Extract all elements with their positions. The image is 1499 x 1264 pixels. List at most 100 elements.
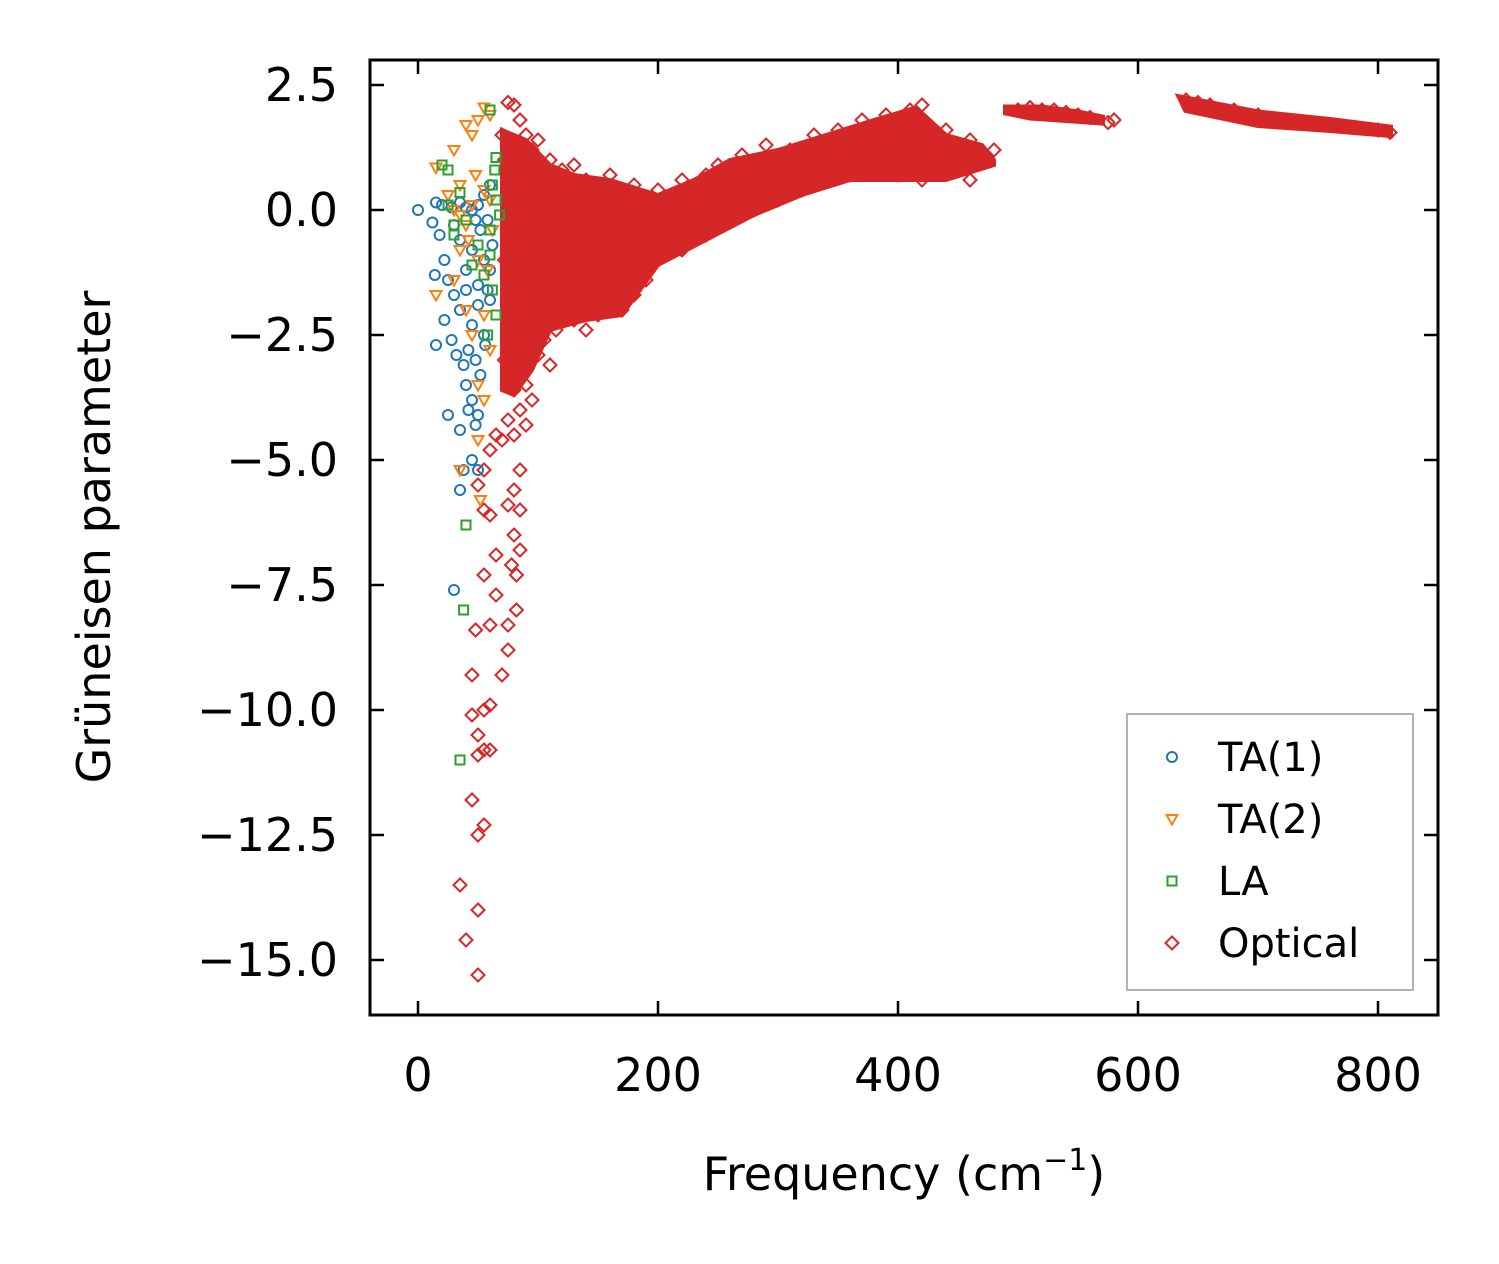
data-point	[486, 284, 498, 296]
data-point	[602, 167, 618, 183]
data-point	[650, 202, 666, 218]
data-point	[460, 284, 472, 296]
data-point	[548, 322, 564, 338]
series-ta-1-	[412, 179, 499, 596]
data-point	[1346, 119, 1362, 136]
data-point	[554, 302, 570, 318]
data-point	[469, 354, 482, 366]
data-point	[518, 417, 534, 433]
data-point	[554, 227, 570, 243]
data-point	[710, 157, 726, 173]
data-point	[482, 195, 498, 208]
data-point	[482, 742, 498, 758]
data-point	[446, 145, 462, 158]
data-point	[476, 817, 492, 833]
scatter-markers	[412, 92, 1398, 983]
data-point	[530, 207, 546, 223]
data-point	[515, 327, 532, 343]
data-point	[770, 192, 786, 208]
data-point	[476, 185, 492, 198]
data-point	[818, 152, 834, 168]
data-point	[734, 147, 750, 163]
data-point	[512, 502, 528, 518]
data-point	[458, 604, 470, 616]
data-point	[686, 232, 702, 248]
data-point	[722, 182, 738, 198]
data-point	[866, 142, 882, 158]
data-point	[454, 424, 466, 436]
data-point	[468, 170, 483, 183]
legend-marker-1	[1166, 751, 1178, 763]
data-point	[962, 172, 978, 188]
data-point	[1274, 112, 1290, 128]
data-point	[572, 182, 588, 198]
data-point	[476, 395, 492, 408]
data-point	[542, 152, 558, 168]
data-point	[442, 164, 454, 176]
data-point	[466, 394, 478, 406]
axis-ticks	[370, 60, 1438, 1015]
data-point	[484, 249, 496, 261]
data-point	[1202, 97, 1218, 113]
data-point	[464, 330, 480, 343]
data-point	[770, 162, 786, 178]
data-point	[914, 97, 930, 113]
legend-box	[1126, 713, 1414, 991]
data-point	[506, 527, 522, 543]
data-point	[462, 344, 475, 356]
y-tick-label: −12.5	[197, 808, 338, 862]
data-point	[914, 147, 930, 163]
data-point	[481, 214, 494, 226]
data-point	[476, 310, 492, 323]
data-point	[938, 162, 954, 178]
data-point	[438, 314, 451, 326]
data-point	[428, 162, 444, 175]
y-tick-label: 2.5	[265, 58, 338, 112]
data-point	[938, 152, 954, 168]
data-point	[794, 182, 810, 198]
data-point	[430, 196, 442, 209]
data-point	[518, 357, 534, 373]
data-point	[590, 187, 606, 203]
data-point	[530, 132, 546, 148]
data-point	[1298, 114, 1314, 131]
data-point	[638, 272, 654, 288]
legend-label: TA(1)	[1217, 735, 1323, 781]
data-point	[482, 507, 498, 523]
tick-labels: 0 200 400 600 800 2.5 0.0 −2.5 −5.0 −7.5 −10.0 −12.…	[197, 58, 1422, 1102]
data-point	[698, 197, 714, 213]
data-point	[470, 477, 486, 493]
data-point	[448, 289, 460, 301]
data-point	[566, 312, 582, 328]
data-point	[460, 519, 472, 531]
data-point	[484, 224, 496, 236]
data-point	[508, 302, 525, 318]
data-point	[466, 259, 478, 271]
series-optical	[452, 92, 1398, 983]
data-point	[442, 409, 454, 421]
data-point	[614, 222, 630, 238]
data-point	[1370, 122, 1386, 138]
data-point	[474, 224, 487, 236]
data-point	[503, 327, 520, 343]
legend-marker-4	[1164, 935, 1180, 951]
data-point	[506, 482, 522, 498]
data-point	[440, 190, 456, 203]
data-point	[854, 112, 870, 128]
data-point	[472, 409, 484, 421]
data-point	[476, 102, 492, 115]
data-point	[450, 349, 463, 361]
data-point	[452, 180, 468, 193]
data-point	[716, 217, 732, 233]
legend-label: LA	[1218, 859, 1269, 905]
data-point	[476, 702, 492, 718]
legend-label: TA(2)	[1217, 797, 1323, 843]
data-point	[518, 127, 534, 143]
data-point	[482, 697, 498, 713]
data-point	[503, 557, 520, 573]
data-point	[1178, 92, 1194, 108]
data-point	[476, 502, 492, 518]
data-point	[962, 157, 978, 173]
data-point	[662, 227, 678, 243]
